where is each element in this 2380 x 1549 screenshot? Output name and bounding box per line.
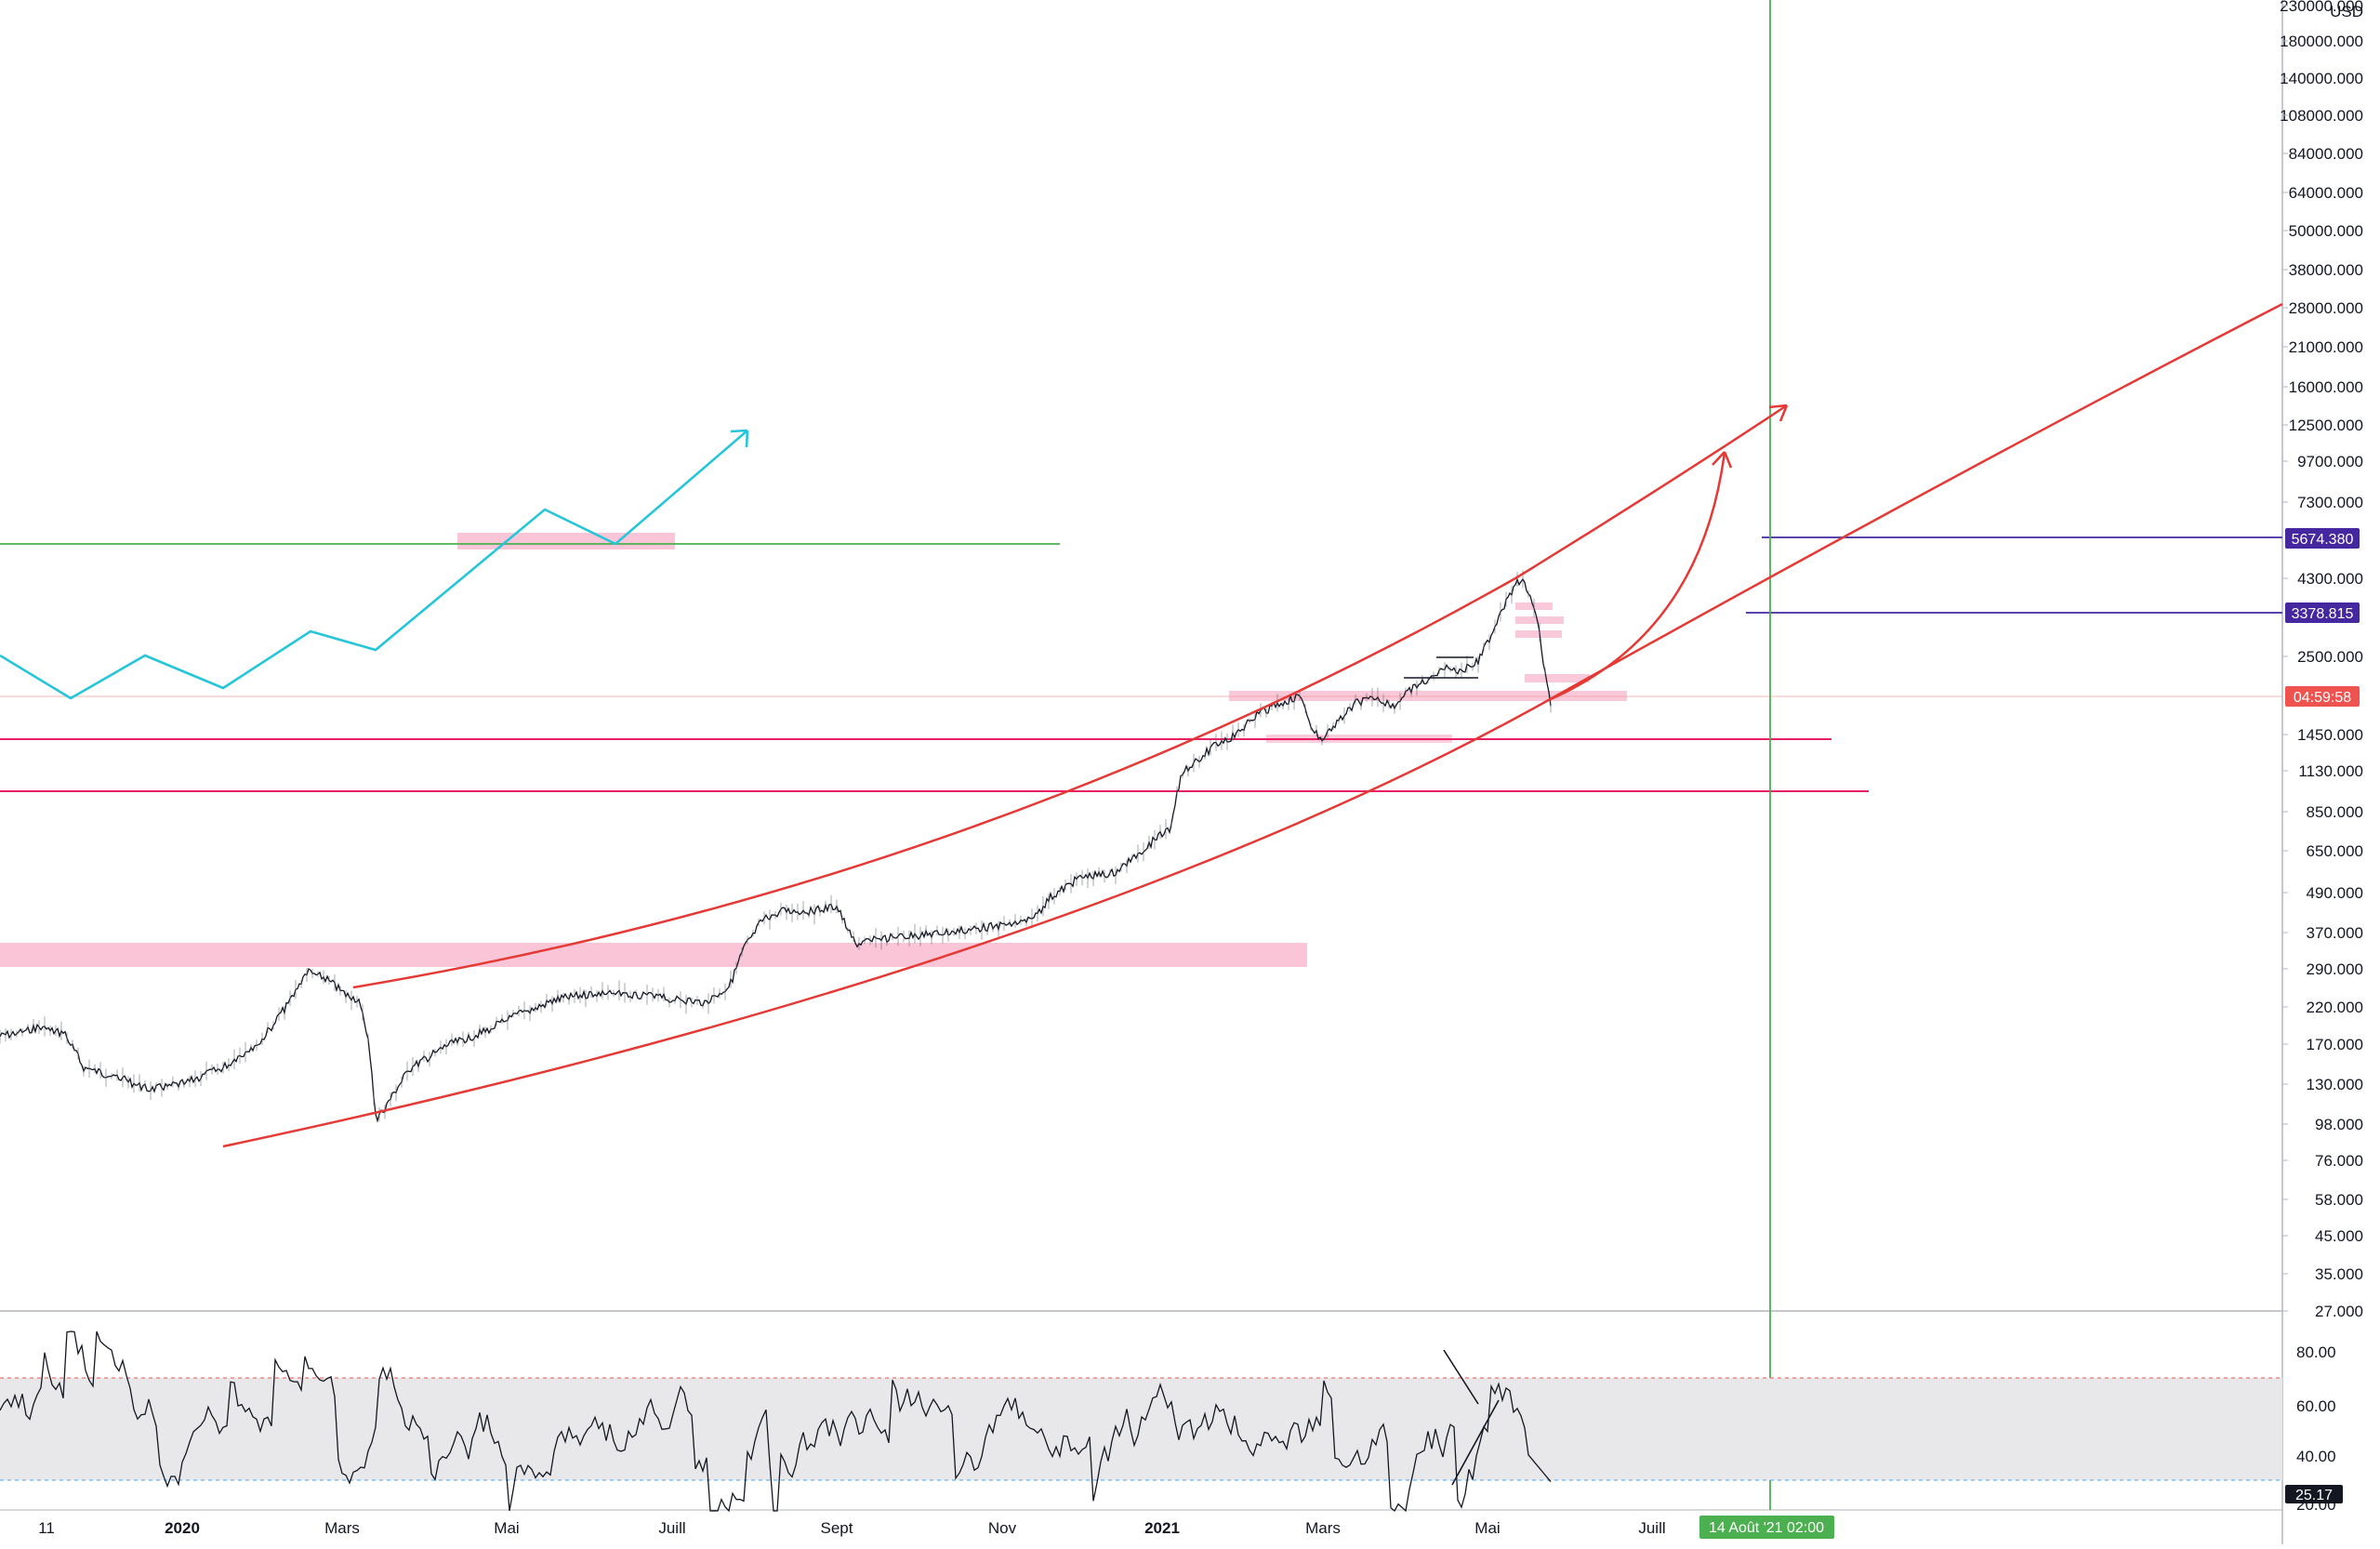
time-tick-label: Mars xyxy=(324,1519,360,1537)
price-tick-label: 7300.000 xyxy=(2297,494,2363,511)
cyan-projection-arrowhead xyxy=(730,429,749,448)
time-axis-ticks: 11 2020 Mars Mai Juill Sept Nov 2021 Mars Mai Juil… xyxy=(38,1519,1665,1537)
price-badge-2-label: 3378.815 xyxy=(2292,606,2354,622)
rsi-tick-40: 40.00 xyxy=(2296,1448,2336,1465)
price-badge-1-label: 5674.380 xyxy=(2292,532,2354,548)
channel-upper-arrowhead xyxy=(1768,404,1789,422)
projection-arc[interactable] xyxy=(1550,451,1726,701)
price-tick-label: 50000.000 xyxy=(2289,222,2363,240)
price-tick-label: 370.000 xyxy=(2307,924,2363,942)
price-tick-label: 220.000 xyxy=(2307,999,2363,1016)
projection-arc-arrowhead xyxy=(1712,451,1733,469)
time-tick-label: 2021 xyxy=(1144,1519,1180,1537)
time-tick-label: Juill xyxy=(1638,1519,1665,1537)
price-tick-label: 12500.000 xyxy=(2289,417,2363,434)
currency-label: USD xyxy=(2330,3,2363,20)
price-tick-label: 140000.000 xyxy=(2280,70,2363,87)
rsi-trendline-1[interactable] xyxy=(1443,1349,1479,1405)
price-badge-1[interactable]: 5674.380 xyxy=(2285,528,2360,549)
main-pane[interactable] xyxy=(0,0,2282,1311)
price-wicks xyxy=(0,570,1552,1122)
price-tick-label: 35.000 xyxy=(2315,1265,2363,1283)
price-tick-label: 1130.000 xyxy=(2298,762,2363,780)
channel-lower-curve[interactable] xyxy=(222,302,2283,1148)
rsi-tick-80: 80.00 xyxy=(2296,1344,2336,1361)
time-tick-label: Nov xyxy=(988,1519,1017,1537)
price-tick-label: 490.000 xyxy=(2307,884,2363,902)
rsi-current-label: 25.17 xyxy=(2295,1488,2333,1503)
price-tick-label: 180000.000 xyxy=(2280,33,2363,50)
time-cursor-label: 14 Août '21 02:00 xyxy=(1709,1520,1824,1536)
time-tick-label: Sept xyxy=(821,1519,853,1537)
price-tick-label: 9700.000 xyxy=(2297,453,2363,470)
price-badge-2[interactable]: 3378.815 xyxy=(2285,602,2360,623)
time-cursor-badge[interactable]: 14 Août '21 02:00 xyxy=(1699,1516,1834,1539)
price-tick-label: 108000.000 xyxy=(2280,107,2363,125)
price-tick-label: 4300.000 xyxy=(2297,570,2363,588)
price-tick-label: 16000.000 xyxy=(2289,378,2363,396)
time-tick-label: 2020 xyxy=(165,1519,200,1537)
price-tick-label: 84000.000 xyxy=(2289,145,2363,163)
rsi-trendline-2[interactable] xyxy=(1451,1399,1500,1486)
price-tick-label: 28000.000 xyxy=(2289,299,2363,317)
price-tick-label: 21000.000 xyxy=(2289,338,2363,356)
price-tick-label: 1450.000 xyxy=(2297,726,2363,744)
support-zone-rect[interactable] xyxy=(0,943,1307,967)
zone-rect-top-2[interactable] xyxy=(1515,616,1564,624)
time-tick-label: Mai xyxy=(1474,1519,1500,1537)
price-tick-label: 58.000 xyxy=(2315,1191,2363,1209)
cyan-projection-path[interactable] xyxy=(0,430,748,700)
rsi-current-badge[interactable]: 25.17 xyxy=(2285,1485,2343,1503)
rsi-tick-60: 60.00 xyxy=(2296,1397,2336,1415)
price-axis-ticks: 230000.000 180000.000 140000.000 108000.000… xyxy=(2280,0,2363,1320)
price-tick-label: 850.000 xyxy=(2307,803,2363,821)
price-tick-label: 38000.000 xyxy=(2289,261,2363,279)
price-scale[interactable] xyxy=(2282,0,2380,1544)
price-tick-label: 98.000 xyxy=(2315,1116,2363,1133)
price-badge-countdown-label: 04:59:58 xyxy=(2294,690,2351,706)
price-tick-label: 76.000 xyxy=(2315,1152,2363,1170)
time-tick-label: Mars xyxy=(1305,1519,1341,1537)
price-tick-label: 290.000 xyxy=(2307,960,2363,978)
time-tick-label: 11 xyxy=(38,1519,55,1537)
price-tick-label: 27.000 xyxy=(2315,1303,2363,1320)
price-tick-label: 45.000 xyxy=(2315,1227,2363,1245)
price-tick-label: 130.000 xyxy=(2307,1076,2363,1093)
price-tick-label: 64000.000 xyxy=(2289,184,2363,202)
projection-zone-rect[interactable] xyxy=(457,533,675,549)
rsi-line[interactable] xyxy=(0,1331,1552,1513)
price-tick-label: 650.000 xyxy=(2307,842,2363,860)
price-tick-label: 170.000 xyxy=(2307,1036,2363,1053)
price-badge-countdown[interactable]: 04:59:58 xyxy=(2285,686,2360,707)
rsi-band-fill xyxy=(0,1378,2282,1480)
price-tick-label: 2500.000 xyxy=(2297,648,2363,666)
channel-upper-curve[interactable] xyxy=(352,404,1788,989)
zone-rect-top-4[interactable] xyxy=(1525,674,1590,682)
zone-rect-top-3[interactable] xyxy=(1515,630,1562,638)
price-tick-label: 230000.000 xyxy=(2280,0,2363,15)
time-tick-label: Mai xyxy=(494,1519,519,1537)
time-tick-label: Juill xyxy=(658,1519,685,1537)
